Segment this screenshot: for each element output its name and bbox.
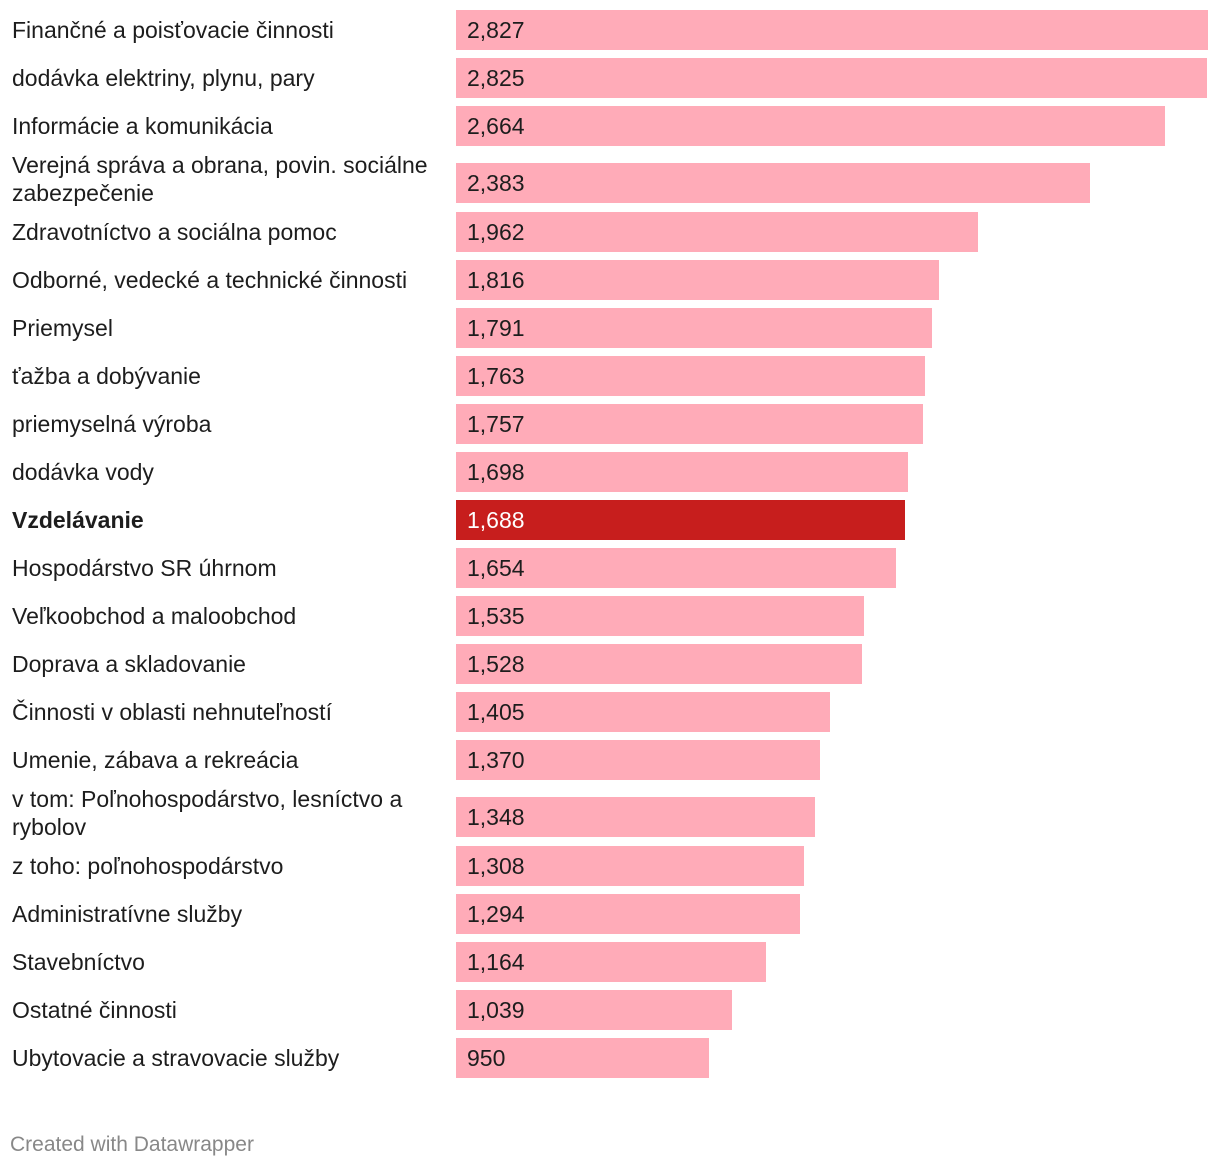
category-label: dodávka elektriny, plynu, pary	[12, 65, 315, 91]
bar	[456, 548, 896, 588]
category-label: Činnosti v oblasti nehnuteľností	[12, 699, 332, 725]
value-label: 1,348	[467, 803, 525, 830]
bar	[456, 894, 800, 934]
bar	[456, 106, 1165, 146]
value-label: 1,763	[467, 362, 525, 389]
category-label: z toho: poľnohospodárstvo	[12, 853, 284, 879]
value-label: 1,757	[467, 410, 525, 437]
bar	[456, 58, 1207, 98]
category-label: Verejná správa a obrana, povin. sociálne…	[12, 152, 428, 206]
bar	[456, 740, 820, 780]
value-label: 1,039	[467, 996, 525, 1023]
category-label: Ubytovacie a stravovacie služby	[12, 1045, 340, 1071]
value-label: 2,664	[467, 112, 525, 139]
value-label: 1,654	[467, 554, 525, 581]
bar	[456, 942, 766, 982]
value-label: 1,962	[467, 218, 525, 245]
datawrapper-credit: Created with Datawrapper	[10, 1133, 254, 1156]
category-label: Informácie a komunikácia	[12, 113, 273, 139]
value-label: 2,825	[467, 64, 525, 91]
value-label: 950	[467, 1044, 506, 1071]
bar	[456, 260, 939, 300]
bar-chart: Finančné a poisťovacie činnosti 2,827 dodá…	[12, 10, 1208, 1078]
value-label: 1,816	[467, 266, 525, 293]
category-label: ťažba a dobývanie	[12, 363, 201, 389]
category-label: Hospodárstvo SR úhrnom	[12, 555, 277, 581]
bar	[456, 500, 905, 540]
category-label: Finančné a poisťovacie činnosti	[12, 17, 334, 43]
value-label: 1,791	[467, 314, 525, 341]
category-label: Administratívne služby	[12, 901, 243, 927]
bar	[456, 356, 925, 396]
bar	[456, 10, 1208, 50]
bar	[456, 212, 978, 252]
category-label: Zdravotníctvo a sociálna pomoc	[12, 219, 337, 245]
value-label: 1,528	[467, 650, 525, 677]
category-label: Vzdelávanie	[12, 507, 144, 533]
value-label: 1,688	[467, 506, 525, 533]
bar	[456, 990, 732, 1030]
value-label: 1,164	[467, 948, 525, 975]
bar	[456, 1038, 709, 1078]
category-label: Doprava a skladovanie	[12, 651, 246, 677]
value-label: 2,827	[467, 16, 525, 43]
category-label: Ostatné činnosti	[12, 997, 177, 1023]
category-label: Priemysel	[12, 315, 113, 341]
value-label: 1,535	[467, 602, 525, 629]
bar	[456, 797, 815, 837]
category-label: Stavebníctvo	[12, 949, 145, 975]
value-label: 1,370	[467, 746, 525, 773]
value-label: 1,698	[467, 458, 525, 485]
value-label: 1,308	[467, 852, 525, 879]
category-label: Odborné, vedecké a technické činnosti	[12, 267, 408, 293]
bar	[456, 308, 932, 348]
bar	[456, 644, 862, 684]
value-label: 1,294	[467, 900, 525, 927]
bar	[456, 163, 1090, 203]
category-label: dodávka vody	[12, 459, 154, 485]
value-label: 2,383	[467, 169, 525, 196]
value-label: 1,405	[467, 698, 525, 725]
bar	[456, 452, 908, 492]
category-label: Veľkoobchod a maloobchod	[12, 603, 297, 629]
category-label: v tom: Poľnohospodárstvo, lesníctvo a ry…	[12, 786, 403, 840]
bar	[456, 846, 804, 886]
bar	[456, 404, 923, 444]
category-label: priemyselná výroba	[12, 411, 212, 437]
bar	[456, 596, 864, 636]
category-label: Umenie, zábava a rekreácia	[12, 747, 299, 773]
bar	[456, 692, 830, 732]
